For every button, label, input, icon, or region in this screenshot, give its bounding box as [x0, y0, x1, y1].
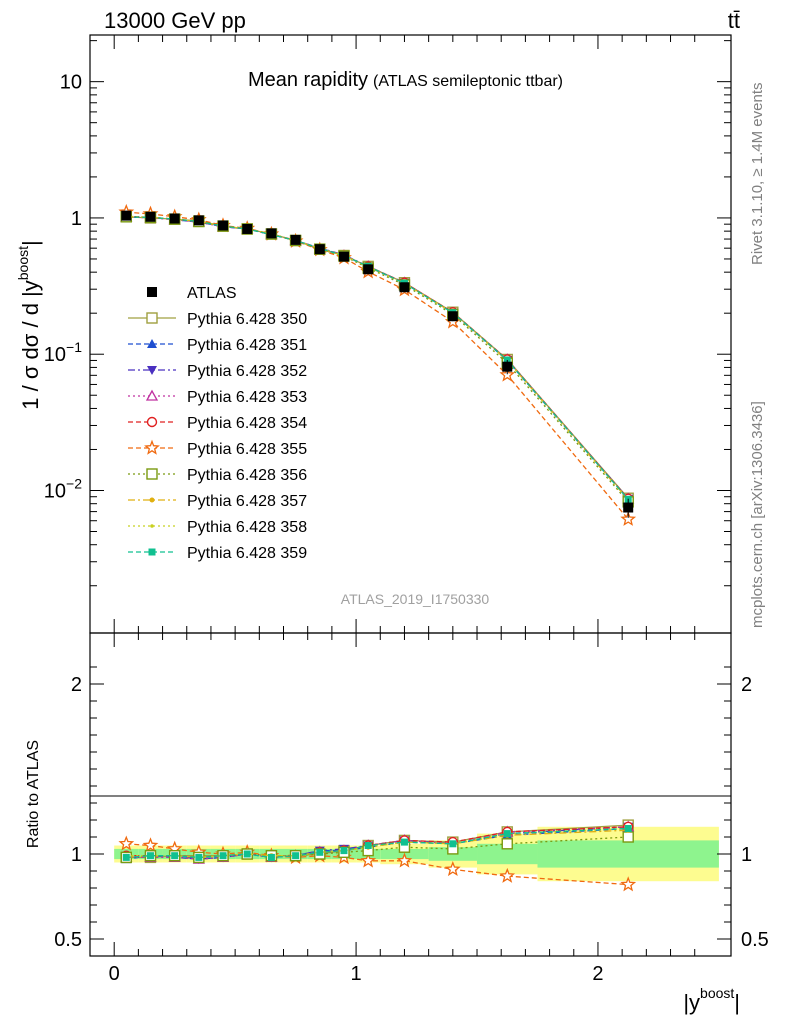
legend-label: Pythia 6.428 359: [187, 545, 307, 562]
energy-label: 13000 GeV pp: [104, 8, 246, 33]
ratio-y-tick-label-left: 2: [71, 674, 82, 696]
series-point: [195, 853, 203, 861]
main-panel: 10 1 10−1 10−2 Mean rapidity (ATLAS semilep…: [15, 34, 732, 956]
rivet-label: Rivet 3.1.10, ≥ 1.4M events: [749, 83, 766, 266]
legend-data-label: ATLAS: [187, 285, 237, 302]
series-point: [122, 853, 130, 861]
ratio-band-stat: [477, 843, 538, 865]
series-point: [146, 852, 154, 860]
series-point: [148, 548, 156, 556]
ratio-y-tick-label-left: 1: [71, 844, 82, 866]
series-point: [219, 852, 227, 860]
legend-label: Pythia 6.428 355: [187, 441, 307, 458]
ratio-y-tick-label-left: 0.5: [54, 929, 82, 951]
main-y-axis-label: 1 / σ dσ / d |yboost|: [15, 240, 43, 409]
series-point: [400, 838, 408, 846]
series-point: [499, 867, 516, 883]
ratio-series-line: [126, 826, 629, 860]
series-line: [126, 216, 629, 503]
legend: ATLAS Pythia 6.428 350 Pythia 6.428 351 Pyt…: [128, 285, 307, 562]
series-point: [146, 468, 158, 480]
legend-label: Pythia 6.428 357: [187, 493, 307, 510]
ratio-axis-ticks: 0 1 2 2 2 1 1 0.5 0.5: [54, 666, 769, 985]
series-point: [503, 830, 511, 838]
y-tick-label: 10: [60, 72, 82, 94]
x-tick-label: 2: [592, 963, 603, 985]
series-point: [171, 852, 179, 860]
legend-label: Pythia 6.428 352: [187, 363, 307, 380]
series-point: [624, 825, 632, 832]
y-tick-label: 10−2: [44, 475, 82, 502]
series-point: [364, 842, 372, 849]
series-point: [147, 339, 157, 348]
legend-label: Pythia 6.428 356: [187, 467, 307, 484]
series-point: [622, 831, 634, 843]
series-point: [292, 852, 300, 860]
main-axis-ticks: 10 1 10−1 10−2: [44, 35, 731, 956]
series-point: [396, 852, 413, 868]
ratio-series-layer: [118, 819, 637, 892]
series-point: [149, 497, 155, 503]
legend-data-marker: [147, 287, 157, 297]
series-point: [145, 389, 159, 401]
series-point: [147, 366, 157, 375]
x-tick-label: 0: [109, 963, 120, 985]
series-point: [444, 861, 461, 877]
ratio-band-stat: [537, 840, 719, 868]
series-point: [243, 850, 251, 858]
x-axis-label: |yboost|: [683, 985, 740, 1015]
series-point: [360, 852, 377, 868]
chart-subtitle: (ATLAS semileptonic ttbar): [373, 73, 563, 90]
series-point: [146, 416, 158, 428]
legend-label: Pythia 6.428 353: [187, 389, 307, 406]
series-point: [340, 847, 348, 855]
y-tick-label: 10−1: [44, 339, 82, 366]
ratio-y-axis-label: Ratio to ATLAS: [25, 740, 42, 848]
series-point: [620, 876, 637, 892]
legend-label: Pythia 6.428 351: [187, 337, 307, 354]
series-point: [316, 848, 324, 856]
legend-label: Pythia 6.428 358: [187, 519, 307, 536]
series-point: [449, 840, 457, 848]
ratio-panel: 0 1 2 2 2 1 1 0.5 0.5 Ratio to ATLAS |yboost|: [25, 632, 769, 1015]
main-frame: [89, 34, 732, 634]
series-point: [144, 439, 160, 455]
series-point: [118, 835, 135, 851]
series-point: [150, 524, 154, 528]
series-point: [146, 312, 158, 324]
svg-text:1 / σ dσ / d |yboost|: 1 / σ dσ / d |yboost|: [15, 240, 43, 409]
legend-label: Pythia 6.428 350: [187, 311, 307, 328]
legend-label: Pythia 6.428 354: [187, 415, 307, 432]
series-point: [499, 366, 516, 382]
svg-text:|yboost|: |yboost|: [683, 985, 740, 1015]
series-point: [501, 838, 513, 850]
y-tick-label: 1: [71, 208, 82, 230]
x-tick-label: 1: [351, 963, 362, 985]
ratio-y-tick-label-right: 0.5: [741, 929, 769, 951]
ratio-frame: [89, 632, 732, 957]
series-point: [267, 853, 275, 861]
mcplots-label: mcplots.cern.ch [arXiv:1306.3436]: [749, 401, 766, 628]
analysis-watermark: ATLAS_2019_I1750330: [341, 591, 490, 607]
series-point: [620, 510, 637, 526]
ratio-y-tick-label-right: 1: [741, 844, 752, 866]
main-data-layer: [121, 210, 634, 518]
process-label: tt̄: [728, 8, 740, 33]
chart-title: Mean rapidity: [248, 69, 368, 91]
ratio-y-tick-label-right: 2: [741, 674, 752, 696]
series-point: [142, 837, 159, 853]
